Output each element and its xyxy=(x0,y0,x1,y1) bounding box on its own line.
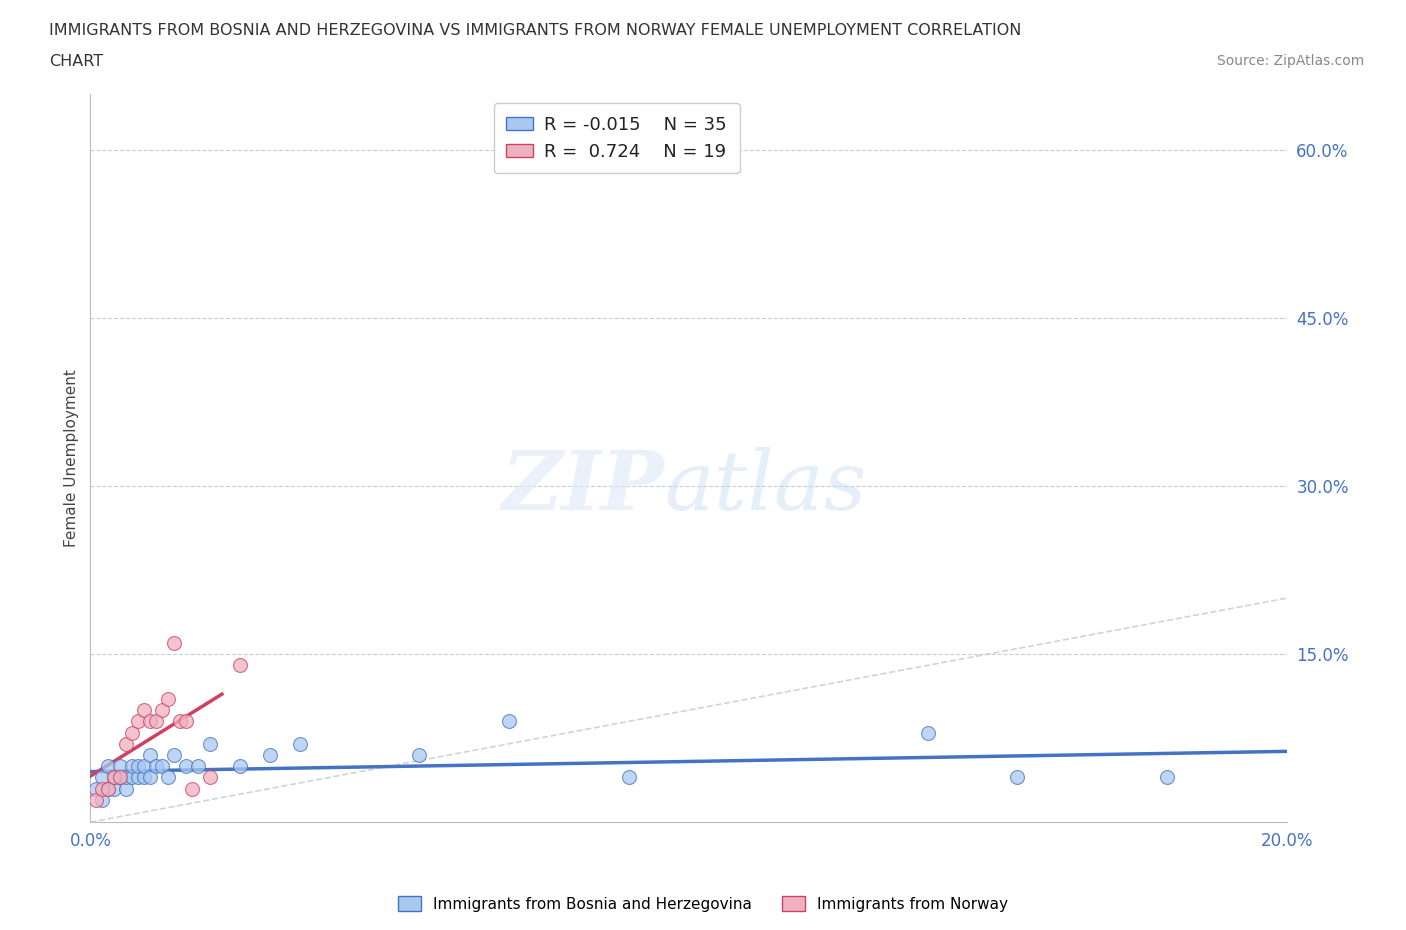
Text: ZIP: ZIP xyxy=(502,447,665,527)
Point xyxy=(121,759,143,774)
Point xyxy=(1156,770,1178,785)
Legend: Immigrants from Bosnia and Herzegovina, Immigrants from Norway: Immigrants from Bosnia and Herzegovina, … xyxy=(391,889,1015,918)
Point xyxy=(198,770,221,785)
Point xyxy=(259,748,281,763)
Text: IMMIGRANTS FROM BOSNIA AND HERZEGOVINA VS IMMIGRANTS FROM NORWAY FEMALE UNEMPLOY: IMMIGRANTS FROM BOSNIA AND HERZEGOVINA V… xyxy=(49,23,1022,38)
Point xyxy=(150,703,173,718)
Point xyxy=(139,714,162,729)
Point xyxy=(127,714,149,729)
Point xyxy=(150,759,173,774)
Point xyxy=(84,781,107,796)
Text: Source: ZipAtlas.com: Source: ZipAtlas.com xyxy=(1216,54,1364,68)
Point xyxy=(127,759,149,774)
Point xyxy=(103,781,125,796)
Point xyxy=(134,703,156,718)
Point xyxy=(229,658,252,672)
Point xyxy=(169,714,191,729)
Point xyxy=(103,770,125,785)
Point xyxy=(97,759,120,774)
Point xyxy=(110,770,132,785)
Point xyxy=(1007,770,1029,785)
Point xyxy=(134,770,156,785)
Point xyxy=(103,770,125,785)
Point xyxy=(97,781,120,796)
Point xyxy=(115,781,138,796)
Text: atlas: atlas xyxy=(665,447,868,527)
Point xyxy=(181,781,204,796)
Point xyxy=(127,770,149,785)
Point xyxy=(145,759,167,774)
Point xyxy=(121,725,143,740)
Point xyxy=(110,770,132,785)
Point xyxy=(187,759,209,774)
Legend: R = -0.015    N = 35, R =  0.724    N = 19: R = -0.015 N = 35, R = 0.724 N = 19 xyxy=(494,103,740,173)
Point xyxy=(174,759,197,774)
Point xyxy=(408,748,430,763)
Point xyxy=(139,748,162,763)
Point xyxy=(121,770,143,785)
Point xyxy=(917,725,939,740)
Point xyxy=(84,792,107,807)
Point xyxy=(288,737,311,751)
Point xyxy=(91,781,114,796)
Point xyxy=(115,737,138,751)
Point xyxy=(157,770,180,785)
Point xyxy=(163,748,186,763)
Text: CHART: CHART xyxy=(49,54,103,69)
Point xyxy=(139,770,162,785)
Point xyxy=(174,714,197,729)
Point xyxy=(229,759,252,774)
Point xyxy=(617,770,640,785)
Point xyxy=(134,759,156,774)
Point xyxy=(198,737,221,751)
Point xyxy=(91,792,114,807)
Point xyxy=(97,781,120,796)
Point xyxy=(110,759,132,774)
Point xyxy=(163,635,186,650)
Y-axis label: Female Unemployment: Female Unemployment xyxy=(65,369,79,547)
Point xyxy=(157,692,180,707)
Point xyxy=(91,770,114,785)
Point xyxy=(145,714,167,729)
Point xyxy=(498,714,520,729)
Point xyxy=(115,770,138,785)
